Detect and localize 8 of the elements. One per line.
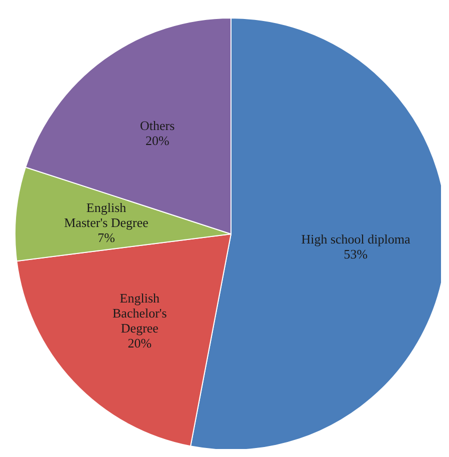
data-label: 20% [128,334,152,350]
slice-label: Others [140,118,175,133]
data-label: 7% [98,230,116,245]
slice-label: English Master's Degree [64,200,149,230]
data-label: 53% [344,246,368,261]
data-label: 20% [145,132,170,148]
slice-label: English Bachelor's Degree [112,290,167,335]
slice-label: High school diploma [301,230,410,246]
